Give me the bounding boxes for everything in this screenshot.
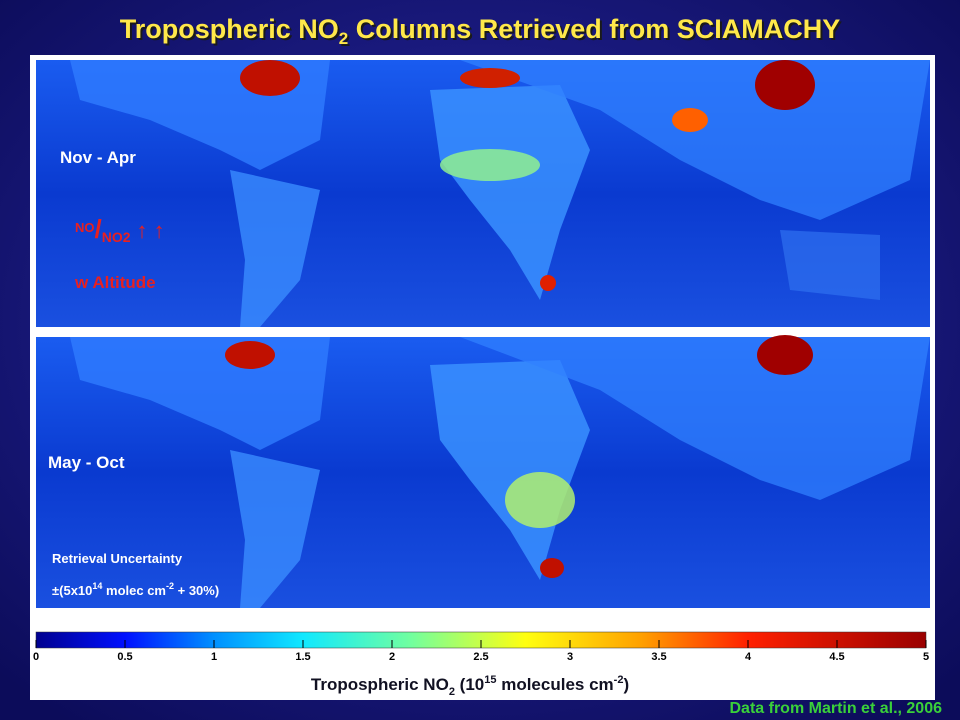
annotation-text: -2 xyxy=(166,581,174,591)
annotation: ±(5x1014 molec cm-2 + 30%) xyxy=(52,581,219,598)
label-text: (10 xyxy=(455,675,484,694)
annotation-text: + 30%) xyxy=(174,583,219,598)
title-shadow-text: Tropospheric NO xyxy=(122,16,341,46)
colorbar-tick-label: 3 xyxy=(567,651,573,663)
colorbar-tick-label: 2 xyxy=(389,651,395,663)
title-text: Columns Retrieved from SCIAMACHY xyxy=(348,14,840,44)
colorbar-tick-label: 1 xyxy=(211,651,217,663)
title-shadow-text: Columns Retrieved from SCIAMACHY xyxy=(350,16,842,46)
map-bottom xyxy=(36,335,930,608)
annotation: NO/NO2 ↑ ↑ xyxy=(75,214,165,245)
annotation-text: / xyxy=(95,214,102,244)
label-text: Tropospheric NO xyxy=(311,675,449,694)
colorbar-tick-label: 1.5 xyxy=(295,651,310,663)
colorbar-tick-label: 4 xyxy=(745,651,752,663)
colorbar-ticks: 0 0.5 1 1.5 2 2.5 3 3.5 4 4.5 5 xyxy=(33,640,929,663)
season-label: May - Oct xyxy=(48,453,125,472)
title-text: Tropospheric NO xyxy=(120,14,339,44)
annotation: w Altitude xyxy=(74,273,156,292)
annotation-text: 14 xyxy=(92,581,102,591)
colorbar-label: Tropospheric NO2 (1015 molecules cm-2) xyxy=(311,674,629,698)
annotation-text: ↑ ↑ xyxy=(137,218,165,243)
annotation-text: ±(5x10 xyxy=(52,583,92,598)
label-text: ) xyxy=(623,675,629,694)
colorbar-tick-label: 5 xyxy=(923,651,929,663)
map-top xyxy=(36,60,930,327)
label-text: 15 xyxy=(484,674,496,686)
colorbar-tick-label: 2.5 xyxy=(473,651,488,663)
label-text: molecules cm xyxy=(496,675,613,694)
title-subscript: 2 xyxy=(339,29,348,48)
label-text: 2 xyxy=(449,686,455,698)
colorbar-tick-label: 3.5 xyxy=(651,651,666,663)
colorbar-tick-label: 0 xyxy=(33,651,39,663)
annotation-text: molec cm xyxy=(102,583,166,598)
annotation-text: NO2 xyxy=(102,229,131,245)
colorbar-tick-label: 4.5 xyxy=(829,651,844,663)
season-label: Nov - Apr xyxy=(60,148,136,167)
label-text: -2 xyxy=(614,674,624,686)
annotation-text: NO xyxy=(75,220,95,235)
title: Tropospheric NO2 Columns Retrieved from … xyxy=(120,14,841,48)
colorbar-tick-label: 0.5 xyxy=(117,651,132,663)
annotation: Retrieval Uncertainty xyxy=(52,551,183,566)
title-shadow-text: 2 xyxy=(341,31,350,50)
credit: Data from Martin et al., 2006 xyxy=(729,700,942,717)
title-shadow: Tropospheric NO2 Columns Retrieved from … xyxy=(122,16,843,50)
